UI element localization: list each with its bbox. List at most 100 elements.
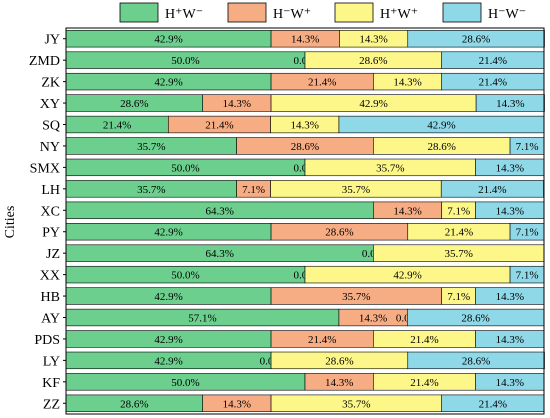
bar-row-xy: XY 28.6% 14.3% 42.9% 14.3%	[40, 94, 545, 112]
bar-row-hb: HB 42.9% 35.7% 7.1% 14.3%	[41, 287, 545, 305]
bar-area: JY42.9%14.3%14.3%28.6%ZMD50.0%0.0%28.6%2…	[29, 30, 545, 412]
category-label: PY	[42, 226, 60, 241]
data-label: 21.4%	[410, 377, 438, 389]
legend-swatch	[334, 2, 374, 23]
data-label: 57.1%	[188, 313, 216, 325]
category-label: HB	[41, 290, 60, 305]
data-label: 7.1%	[447, 291, 470, 303]
category-label: ZK	[41, 76, 60, 91]
category-label: XY	[40, 97, 60, 112]
category-label: JZ	[46, 247, 60, 262]
data-label: 28.6%	[359, 55, 387, 67]
plot-frame	[65, 27, 545, 415]
data-label: 7.1%	[516, 227, 539, 239]
legend-swatch	[119, 2, 159, 23]
data-label: 14.3%	[496, 334, 524, 346]
data-label: 14.3%	[496, 291, 524, 303]
category-label: KF	[42, 376, 60, 391]
legend-item: H⁺W⁻	[119, 2, 203, 23]
data-label: 21.4%	[410, 334, 438, 346]
legend-label: H⁺W⁻	[165, 7, 203, 22]
data-label: 21.4%	[308, 334, 336, 346]
data-label: 28.6%	[120, 398, 148, 410]
data-label: 42.9%	[359, 98, 387, 110]
data-label: 21.4%	[479, 55, 507, 67]
legend-label: H⁻W⁻	[488, 7, 526, 22]
category-label: LH	[41, 183, 60, 198]
data-label: 14.3%	[393, 77, 421, 89]
data-label: 28.6%	[291, 141, 319, 153]
data-label: 64.3%	[205, 248, 233, 260]
legend-label: H⁺W⁺	[380, 7, 418, 22]
data-label: 42.9%	[154, 291, 182, 303]
data-label: 35.7%	[137, 184, 165, 196]
data-label: 7.1%	[447, 205, 470, 217]
data-label: 7.1%	[516, 141, 539, 153]
data-label: 50.0%	[171, 270, 199, 282]
legend-item: H⁻W⁻	[442, 2, 526, 23]
data-label: 42.9%	[154, 355, 182, 367]
legend-swatch	[442, 2, 482, 23]
bar-row-xc: XC 64.3% 14.3% 7.1% 14.3%	[41, 201, 545, 219]
data-label: 14.3%	[359, 313, 387, 325]
data-label: 50.0%	[171, 377, 199, 389]
data-label: 21.4%	[103, 120, 131, 132]
data-label: 28.6%	[461, 313, 489, 325]
data-label: 28.6%	[325, 355, 353, 367]
category-label: XX	[40, 269, 60, 284]
data-label: 35.7%	[137, 141, 165, 153]
bar-row-jy: JY 42.9% 14.3% 14.3% 28.6%	[44, 30, 545, 48]
bar-row-zz: ZZ 28.6% 14.3% 35.7% 21.4%	[43, 394, 545, 412]
bar-row-lh: LH 35.7% 7.1% 35.7% 21.4%	[41, 180, 544, 198]
data-label: 21.4%	[205, 120, 233, 132]
data-label: 14.3%	[291, 120, 319, 132]
data-label: 21.4%	[479, 77, 507, 89]
data-label: 28.6%	[462, 34, 490, 46]
data-label: 14.3%	[496, 377, 524, 389]
data-label: 14.3%	[359, 34, 387, 46]
category-label: JY	[44, 33, 60, 48]
data-label: 14.3%	[223, 398, 251, 410]
bar-row-pds: PDS 42.9% 21.4% 21.4% 14.3%	[34, 330, 545, 348]
bar-row-sq: SQ 21.4% 21.4% 14.3% 42.9%	[42, 115, 545, 134]
data-label: 35.7%	[444, 248, 472, 260]
data-label: 28.6%	[462, 355, 490, 367]
data-label: 14.3%	[223, 98, 251, 110]
category-label: SMX	[30, 161, 60, 176]
data-label: 14.3%	[496, 162, 524, 174]
data-label: 42.9%	[393, 270, 421, 282]
category-label: PDS	[34, 333, 60, 348]
data-label: 35.7%	[376, 162, 404, 174]
data-label: 35.7%	[342, 398, 370, 410]
legend-item: H⁺W⁺	[334, 2, 418, 23]
data-label: 7.1%	[242, 184, 265, 196]
category-label: XC	[41, 204, 60, 219]
data-label: 7.1%	[516, 270, 539, 282]
data-label: 42.9%	[154, 227, 182, 239]
data-label: 42.9%	[154, 334, 182, 346]
y-axis-label: Cities	[3, 206, 18, 239]
data-label: 42.9%	[154, 34, 182, 46]
category-label: ZMD	[29, 54, 60, 69]
data-label: 28.6%	[427, 141, 455, 153]
data-label: 28.6%	[120, 98, 148, 110]
data-label: 28.6%	[325, 227, 353, 239]
legend-item: H⁻W⁺	[227, 2, 311, 23]
category-label: AY	[41, 312, 60, 327]
legend: H⁺W⁻ H⁻W⁺ H⁺W⁺ H⁻W⁻	[119, 2, 526, 23]
data-label: 50.0%	[171, 162, 199, 174]
bar-row-py: PY 42.9% 28.6% 21.4% 7.1%	[42, 223, 545, 241]
data-label: 50.0%	[171, 55, 199, 67]
data-label: 14.3%	[393, 205, 421, 217]
data-label: 42.9%	[154, 77, 182, 89]
category-label: ZZ	[43, 397, 60, 412]
data-label: 14.3%	[496, 205, 524, 217]
category-label: NY	[40, 140, 60, 155]
data-label: 21.4%	[308, 77, 336, 89]
category-label: SQ	[42, 119, 60, 134]
